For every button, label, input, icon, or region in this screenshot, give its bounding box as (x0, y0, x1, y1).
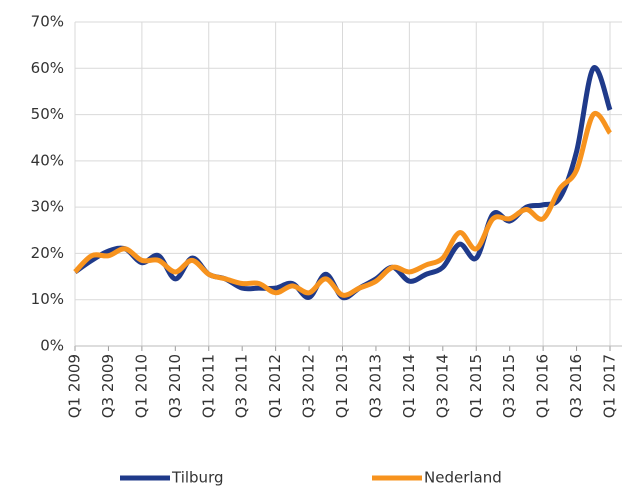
x-tick-label: Q3 2011 (233, 354, 251, 418)
x-tick-label: Q1 2014 (400, 354, 418, 418)
x-tick-label: Q1 2009 (66, 354, 84, 418)
x-tick-label: Q3 2013 (366, 354, 384, 418)
x-tick-label: Q1 2012 (266, 354, 284, 418)
x-tick-label: Q3 2009 (99, 354, 117, 418)
y-tick-label: 0% (40, 337, 64, 355)
x-tick-label: Q1 2011 (199, 354, 217, 418)
series-line (73, 110, 613, 298)
x-tick-label: Q3 2016 (567, 354, 585, 418)
legend-label: Tilburg (171, 469, 224, 487)
x-tick-label: Q1 2010 (132, 354, 150, 418)
y-tick-label: 20% (31, 244, 64, 262)
x-tick-label: Q1 2013 (333, 354, 351, 418)
y-tick-label: 70% (31, 13, 64, 31)
x-tick-label: Q3 2014 (433, 354, 451, 418)
x-tick-label: Q1 2015 (467, 354, 485, 418)
x-tick-label: Q1 2016 (534, 354, 552, 418)
y-tick-label: 40% (31, 151, 64, 169)
legend-label: Nederland (424, 469, 502, 487)
y-tick-label: 10% (31, 290, 64, 308)
x-tick-label: Q1 2017 (601, 354, 619, 418)
x-tick-label: Q3 2010 (166, 354, 184, 418)
y-tick-label: 60% (31, 59, 64, 77)
y-tick-label: 30% (31, 198, 64, 216)
x-tick-label: Q3 2012 (300, 354, 318, 418)
x-tick-label: Q3 2015 (500, 354, 518, 418)
y-tick-label: 50% (31, 105, 64, 123)
